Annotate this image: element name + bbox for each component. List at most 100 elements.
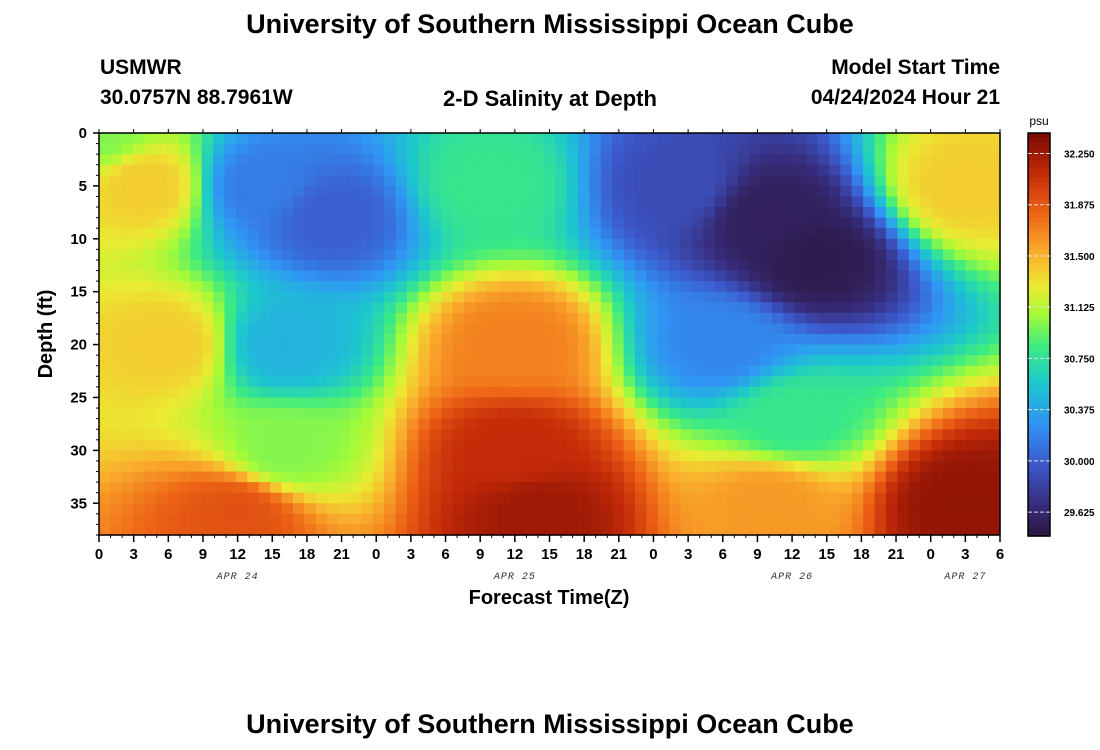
heatmap-cell bbox=[509, 439, 522, 451]
heatmap-cell bbox=[828, 503, 841, 515]
heatmap-cell bbox=[920, 312, 933, 325]
heatmap-cell bbox=[863, 365, 876, 377]
heatmap-cell bbox=[121, 281, 134, 293]
heatmap-cell bbox=[692, 524, 705, 536]
heatmap-cell bbox=[201, 408, 214, 420]
heatmap-cell bbox=[452, 439, 465, 451]
heatmap-cell bbox=[600, 196, 613, 208]
heatmap-cell bbox=[292, 281, 305, 293]
heatmap-cell bbox=[543, 439, 556, 451]
heatmap-cell bbox=[99, 386, 112, 399]
heatmap-cell bbox=[270, 175, 283, 187]
heatmap-cell bbox=[988, 143, 1001, 155]
heatmap-cell bbox=[885, 408, 898, 420]
heatmap-cell bbox=[167, 217, 180, 229]
heatmap-cell bbox=[201, 386, 214, 399]
heatmap-cell bbox=[281, 355, 294, 367]
heatmap-cell bbox=[942, 376, 955, 388]
heatmap-cell bbox=[247, 397, 260, 409]
heatmap-cell bbox=[897, 281, 910, 293]
heatmap-cell bbox=[121, 249, 134, 261]
colorbar-segment bbox=[1028, 522, 1050, 528]
heatmap-cell bbox=[942, 344, 955, 356]
heatmap-cell bbox=[623, 418, 636, 430]
heatmap-cell bbox=[828, 386, 841, 399]
heatmap-cell bbox=[657, 524, 670, 536]
heatmap-cell bbox=[692, 334, 705, 346]
heatmap-cell bbox=[646, 429, 659, 441]
heatmap-cell bbox=[771, 376, 784, 388]
heatmap-cell bbox=[680, 386, 693, 399]
heatmap-cell bbox=[965, 471, 978, 483]
heatmap-cell bbox=[349, 376, 362, 388]
heatmap-cell bbox=[760, 365, 773, 377]
heatmap-cell bbox=[760, 207, 773, 219]
heatmap-cell bbox=[99, 344, 112, 356]
heatmap-cell bbox=[920, 270, 933, 282]
heatmap-cell bbox=[270, 133, 283, 145]
heatmap-cell bbox=[920, 450, 933, 462]
heatmap-cell bbox=[965, 376, 978, 388]
heatmap-cell bbox=[977, 312, 990, 325]
heatmap-cell bbox=[281, 323, 294, 335]
heatmap-cell bbox=[623, 524, 636, 536]
heatmap-cell bbox=[315, 471, 328, 483]
heatmap-cell bbox=[589, 312, 602, 325]
heatmap-cell bbox=[133, 471, 146, 483]
heatmap-cell bbox=[908, 196, 921, 208]
heatmap-cell bbox=[418, 302, 431, 314]
heatmap-cell bbox=[977, 355, 990, 367]
heatmap-cell bbox=[612, 482, 625, 494]
heatmap-cell bbox=[213, 143, 226, 155]
heatmap-cell bbox=[304, 471, 317, 483]
heatmap-cell bbox=[452, 228, 465, 240]
heatmap-cell bbox=[247, 312, 260, 325]
heatmap-cell bbox=[646, 513, 659, 526]
colorbar-segment bbox=[1028, 262, 1050, 268]
heatmap-cell bbox=[429, 196, 442, 208]
heatmap-cell bbox=[281, 217, 294, 229]
heatmap-cell bbox=[851, 196, 864, 208]
heatmap-cell bbox=[121, 185, 134, 198]
heatmap-cell bbox=[406, 334, 419, 346]
heatmap-cell bbox=[441, 386, 454, 399]
heatmap-cell bbox=[863, 143, 876, 155]
heatmap-cell bbox=[384, 334, 397, 346]
heatmap-cell bbox=[372, 228, 385, 240]
colorbar-segment bbox=[1028, 531, 1050, 537]
heatmap-cell bbox=[703, 238, 716, 250]
heatmap-cell bbox=[235, 249, 248, 261]
heatmap-cell bbox=[794, 334, 807, 346]
heatmap-cell bbox=[669, 270, 682, 282]
colorbar-segment bbox=[1028, 137, 1050, 143]
heatmap-cell bbox=[247, 291, 260, 303]
heatmap-cell bbox=[532, 524, 545, 536]
heatmap-cell bbox=[669, 386, 682, 399]
heatmap-cell bbox=[612, 164, 625, 176]
heatmap-cell bbox=[509, 376, 522, 388]
heatmap-cell bbox=[190, 355, 203, 367]
heatmap-cell bbox=[828, 228, 841, 240]
heatmap-cell bbox=[292, 524, 305, 536]
heatmap-cell bbox=[384, 471, 397, 483]
heatmap-cell bbox=[441, 133, 454, 145]
heatmap-cell bbox=[612, 143, 625, 155]
heatmap-cell bbox=[178, 471, 191, 483]
y-tick-label: 5 bbox=[79, 178, 87, 195]
heatmap-cell bbox=[578, 259, 591, 272]
heatmap-cell bbox=[806, 408, 819, 420]
heatmap-cell bbox=[646, 133, 659, 145]
heatmap-cell bbox=[372, 302, 385, 314]
heatmap-cell bbox=[201, 133, 214, 145]
heatmap-cell bbox=[509, 259, 522, 272]
heatmap-cell bbox=[703, 408, 716, 420]
heatmap-cell bbox=[749, 355, 762, 367]
heatmap-cell bbox=[726, 175, 739, 187]
heatmap-cell bbox=[771, 270, 784, 282]
heatmap-cell bbox=[395, 397, 408, 409]
heatmap-cell bbox=[486, 154, 499, 166]
heatmap-cell bbox=[931, 503, 944, 515]
heatmap-cell bbox=[703, 365, 716, 377]
heatmap-cell bbox=[863, 513, 876, 526]
heatmap-cell bbox=[144, 312, 157, 325]
